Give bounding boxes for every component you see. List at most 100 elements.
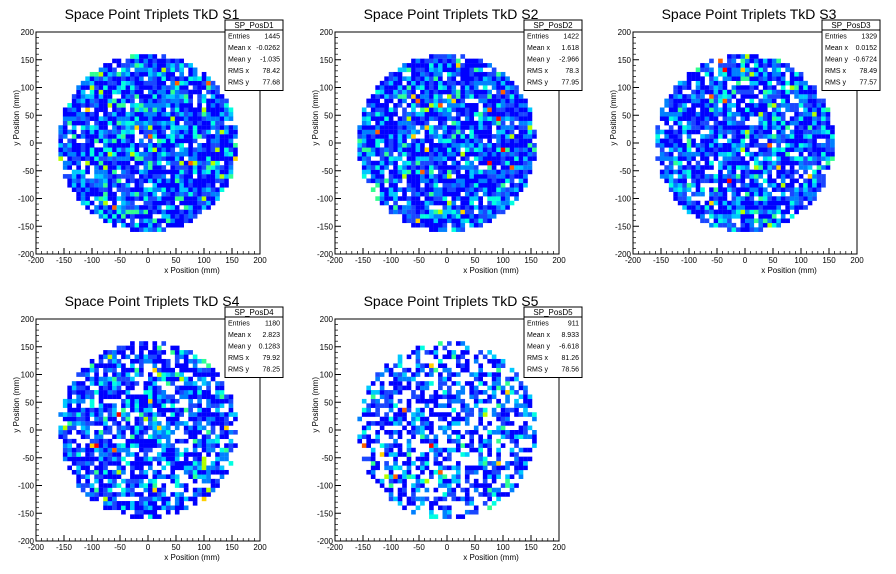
x-tick-label: 150 — [822, 256, 836, 265]
heatmap-cell — [206, 160, 211, 166]
heatmap-cell — [139, 227, 144, 232]
heatmap-cell — [148, 434, 153, 440]
heatmap-cell — [518, 111, 524, 117]
heatmap-cell — [357, 416, 363, 422]
heatmap-cell — [152, 103, 158, 108]
heatmap-cell — [438, 54, 443, 59]
heatmap-cell — [749, 214, 755, 219]
heatmap-cell — [67, 421, 72, 426]
heatmap-cell — [753, 143, 759, 148]
heatmap-cell — [130, 505, 135, 511]
heatmap-cell — [731, 151, 737, 157]
heatmap-cell — [803, 156, 808, 161]
heatmap-cell — [411, 191, 416, 197]
heatmap-cell — [473, 214, 479, 219]
heatmap-cell — [183, 407, 189, 413]
heatmap-cell — [798, 98, 804, 104]
heatmap-cell — [664, 120, 669, 126]
heatmap-cell — [125, 134, 131, 139]
heatmap-cell — [709, 174, 714, 179]
heatmap-cell — [677, 116, 683, 121]
heatmap-cell — [143, 116, 149, 121]
heatmap-cell — [228, 430, 234, 435]
heatmap-cell — [107, 407, 113, 413]
heatmap-cell — [361, 425, 367, 431]
heatmap-cell — [664, 174, 669, 179]
chart-title: Space Point Triplets TkD S2 — [364, 6, 539, 22]
heatmap-cell — [451, 85, 457, 90]
heatmap-cell — [762, 222, 768, 228]
heatmap-cell — [771, 165, 777, 170]
heatmap-cell — [379, 182, 385, 188]
heatmap-cell — [731, 85, 737, 90]
heatmap-cell — [807, 120, 813, 126]
heatmap-cell — [478, 218, 483, 224]
heatmap-cell — [62, 416, 68, 422]
heatmap-cell — [402, 111, 407, 117]
heatmap-cell — [143, 509, 149, 515]
heatmap-cell — [107, 363, 113, 368]
heatmap-cell — [438, 76, 443, 81]
heatmap-cell — [776, 160, 781, 166]
heatmap-cell — [130, 430, 135, 435]
heatmap-cell — [753, 63, 759, 68]
heatmap-cell — [442, 187, 448, 192]
heatmap-cell — [433, 103, 439, 108]
heatmap-cell — [121, 169, 126, 175]
heatmap-cell — [375, 151, 380, 157]
heatmap-cell — [98, 390, 104, 395]
heatmap-cell — [433, 227, 439, 232]
heatmap-cell — [762, 125, 768, 130]
heatmap-cell — [487, 134, 492, 139]
heatmap-cell — [361, 111, 367, 117]
heatmap-cell — [727, 178, 732, 184]
heatmap-cell — [433, 129, 439, 135]
heatmap-cell — [161, 452, 167, 457]
heatmap-cell — [411, 103, 416, 108]
heatmap-cell — [762, 151, 768, 157]
heatmap-cell — [219, 403, 225, 408]
heatmap-cell — [438, 138, 443, 144]
heatmap-cell — [673, 143, 678, 148]
heatmap-cell — [156, 394, 162, 400]
heatmap-cell — [170, 505, 176, 511]
heatmap-cell — [130, 341, 135, 346]
heatmap-cell — [161, 505, 167, 511]
heatmap-cell — [219, 412, 225, 417]
heatmap-cell — [469, 76, 475, 81]
heatmap-cell — [469, 129, 475, 135]
heatmap-cell — [148, 187, 153, 192]
heatmap-cell — [170, 156, 176, 161]
heatmap-cell — [447, 54, 452, 59]
heatmap-cell — [523, 169, 528, 175]
heatmap-cell — [206, 430, 211, 435]
heatmap-cell — [700, 125, 705, 130]
y-tick-label: -150 — [615, 222, 632, 231]
heatmap-cell — [206, 381, 211, 386]
heatmap-cell — [816, 147, 822, 153]
heatmap-cell — [121, 354, 126, 360]
heatmap-cell — [709, 143, 714, 148]
heatmap-cell — [442, 174, 448, 179]
heatmap-cell — [116, 71, 122, 77]
heatmap-cell — [116, 103, 122, 108]
heatmap-cell — [455, 214, 461, 219]
heatmap-cell — [197, 425, 202, 431]
heatmap-cell — [753, 151, 759, 157]
heatmap-cell — [143, 438, 149, 444]
heatmap-cell — [704, 116, 710, 121]
heatmap-cell — [215, 107, 220, 113]
heatmap-cell — [731, 214, 737, 219]
heatmap-cell — [215, 394, 220, 400]
heatmap-cell — [139, 407, 144, 413]
heatmap-cell — [197, 134, 202, 139]
heatmap-cell — [731, 227, 737, 232]
heatmap-cell — [709, 94, 714, 99]
heatmap-cell — [749, 227, 755, 232]
heatmap-cell — [740, 134, 746, 139]
heatmap-cell — [415, 71, 421, 77]
heatmap-cell — [420, 67, 425, 73]
heatmap-cell — [224, 134, 229, 139]
x-tick-label: -200 — [28, 256, 45, 265]
heatmap-cell — [700, 107, 705, 113]
